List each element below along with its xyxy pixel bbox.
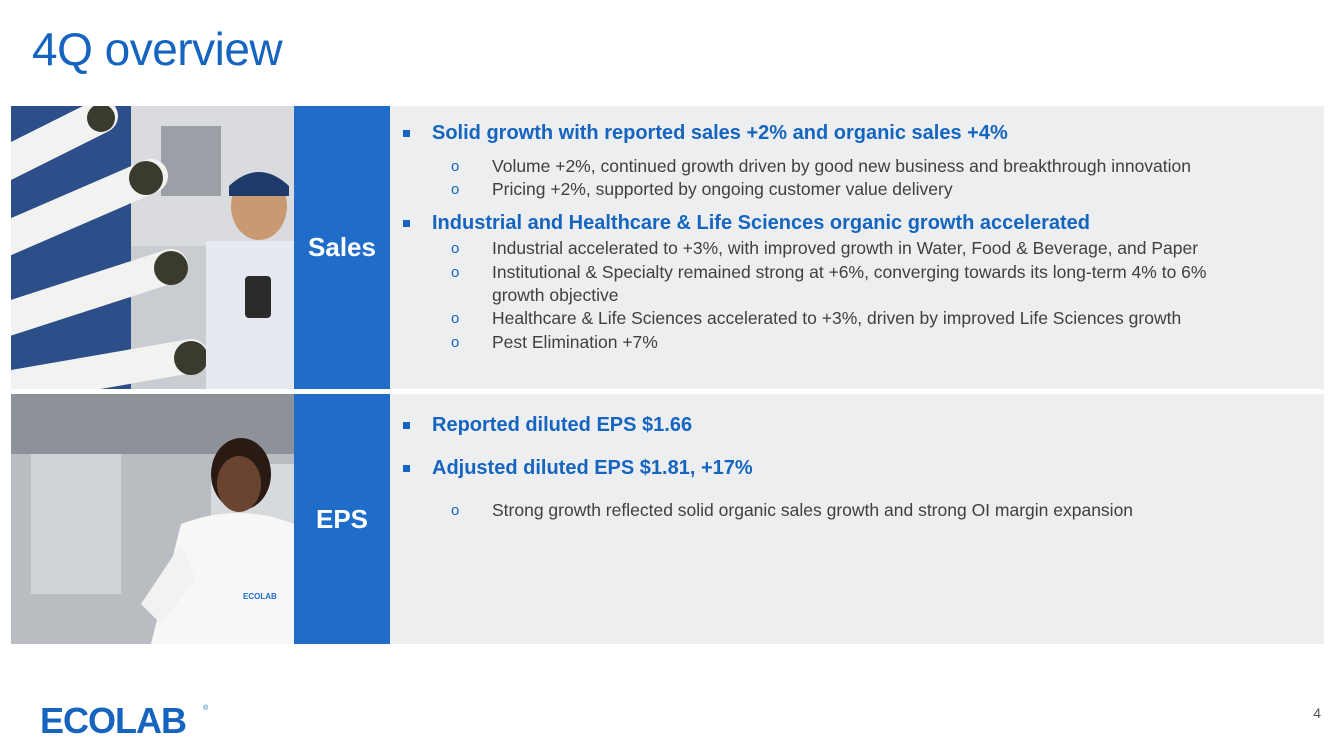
- page-number: 4: [1313, 705, 1321, 721]
- square-bullet-icon: [403, 130, 410, 137]
- square-bullet-icon: [403, 220, 410, 227]
- sales-content: Solid growth with reported sales +2% and…: [401, 106, 1314, 389]
- circle-bullet-icon: o: [451, 181, 460, 198]
- svg-text:®: ®: [203, 704, 209, 712]
- eps-photo: ECOLAB: [11, 394, 294, 644]
- technician-image: [11, 106, 294, 389]
- ecolab-logo: ECOLAB ®: [40, 700, 212, 741]
- svg-text:ECOLAB: ECOLAB: [40, 700, 186, 740]
- square-bullet-icon: [403, 465, 410, 472]
- sales-photo: [11, 106, 294, 389]
- eps-label: EPS: [294, 394, 390, 644]
- page-title: 4Q overview: [32, 23, 283, 75]
- circle-bullet-icon: o: [451, 502, 460, 519]
- eps-panel: ECOLAB EPS Reported diluted EPS $1.66 Ad…: [11, 394, 1324, 644]
- circle-bullet-icon: o: [451, 310, 460, 327]
- circle-bullet-icon: o: [451, 158, 460, 175]
- scientist-image: ECOLAB: [11, 394, 294, 644]
- eps-content: Reported diluted EPS $1.66 Adjusted dilu…: [401, 394, 1314, 644]
- sales-label: Sales: [294, 106, 390, 389]
- svg-text:ECOLAB: ECOLAB: [243, 592, 277, 601]
- square-bullet-icon: [403, 422, 410, 429]
- circle-bullet-icon: o: [451, 240, 460, 257]
- sales-panel: Sales Solid growth with reported sales +…: [11, 106, 1324, 389]
- circle-bullet-icon: o: [451, 334, 460, 351]
- circle-bullet-icon: o: [451, 264, 460, 281]
